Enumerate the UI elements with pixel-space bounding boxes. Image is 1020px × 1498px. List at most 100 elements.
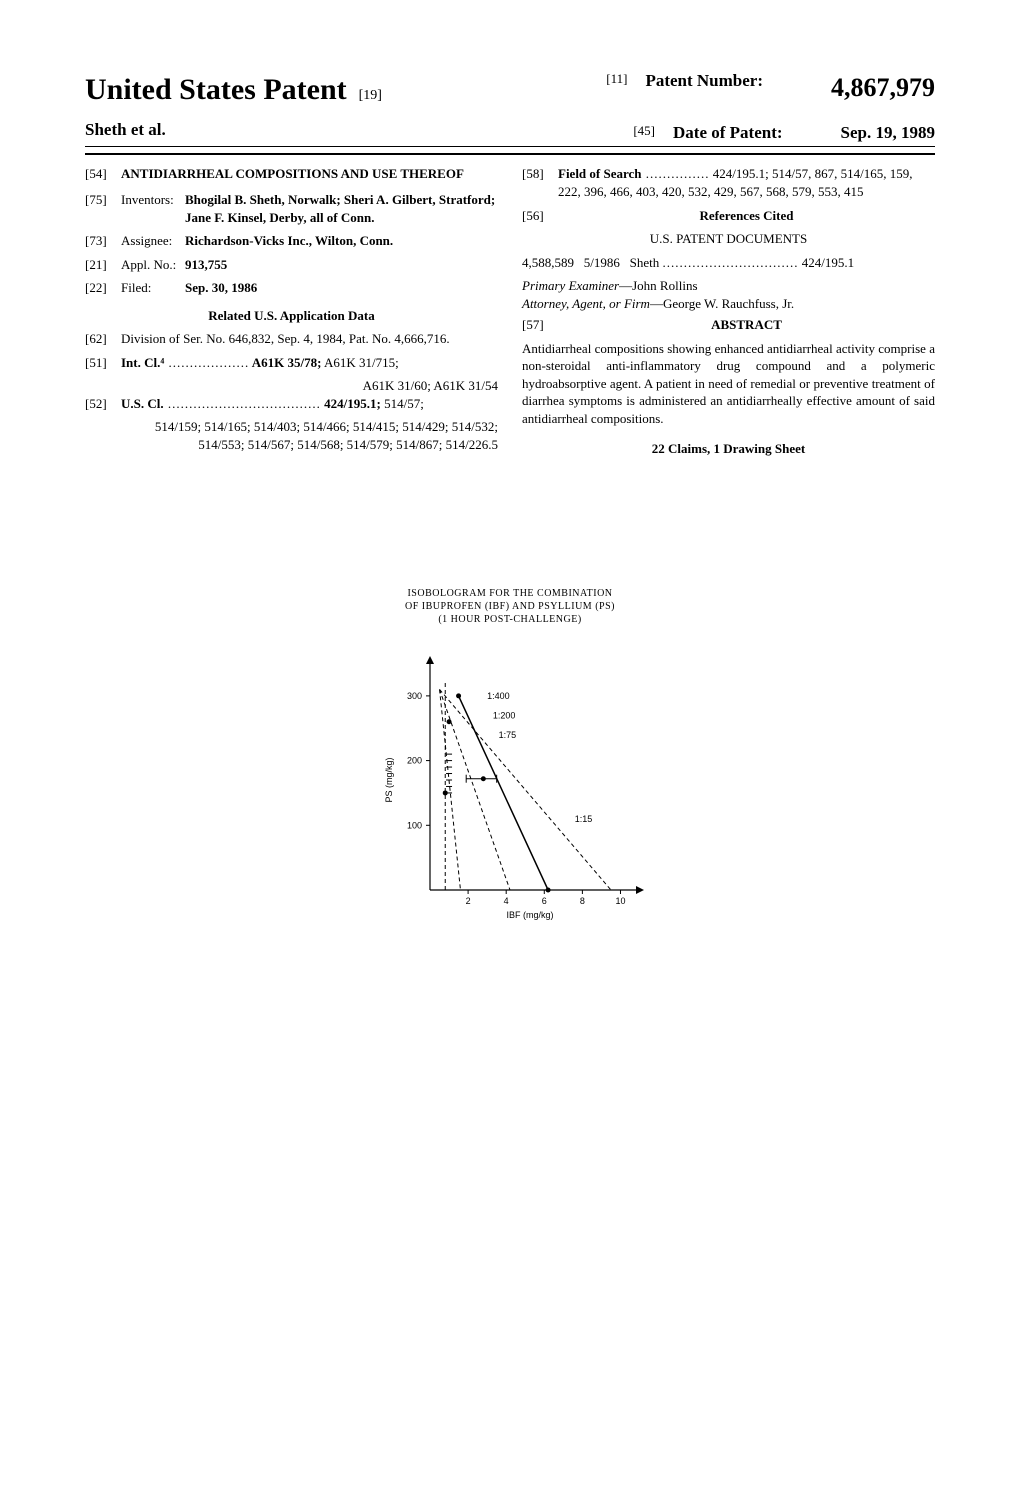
code-58: [58]: [522, 165, 558, 200]
assignee-text: Richardson-Vicks Inc., Wilton, Conn.: [185, 233, 393, 248]
claims-line: 22 Claims, 1 Drawing Sheet: [522, 440, 935, 458]
line2-52: 514/159; 514/165; 514/403; 514/466; 514/…: [121, 418, 498, 453]
svg-text:1:75: 1:75: [499, 730, 517, 740]
code-45: [45]: [633, 122, 655, 145]
patent-number-row: [11] Patent Number: 4,867,979: [606, 70, 935, 105]
code-21: [21]: [85, 256, 121, 274]
chart-title: ISOBOLOGRAM FOR THE COMBINATION OF IBUPR…: [370, 587, 650, 626]
examiner-line: Primary Examiner—John Rollins: [522, 277, 935, 295]
title-54: ANTIDIARRHEAL COMPOSITIONS AND USE THERE…: [121, 165, 464, 183]
label-75: Inventors:: [121, 191, 185, 226]
examiner-name: —John Rollins: [619, 278, 697, 293]
refs-subheading: U.S. PATENT DOCUMENTS: [522, 230, 935, 248]
related-heading: Related U.S. Application Data: [85, 307, 498, 325]
authors-row: Sheth et al. [45] Date of Patent: Sep. 1…: [85, 119, 935, 145]
code-22: [22]: [85, 279, 121, 297]
header-code-19: [19]: [359, 87, 382, 106]
svg-text:2: 2: [466, 896, 471, 906]
dots-52: ....................................: [164, 396, 321, 411]
abstract-heading: ABSTRACT: [711, 317, 782, 332]
ref-num: 4,588,589: [522, 255, 574, 270]
content-58: Field of Search ............... 424/195.…: [558, 165, 935, 200]
inventors-text: Bhogilal B. Sheth, Norwalk; Sheri A. Gil…: [185, 192, 495, 225]
chart-title-3: (1 HOUR POST-CHALLENGE): [438, 614, 581, 625]
patent-header: United States Patent [19] [11] Patent Nu…: [85, 70, 935, 111]
content-73: Richardson-Vicks Inc., Wilton, Conn.: [185, 232, 393, 250]
svg-text:IBF (mg/kg): IBF (mg/kg): [506, 910, 553, 920]
svg-text:1:400: 1:400: [487, 691, 510, 701]
date-value: Sep. 19, 1989: [841, 122, 935, 145]
field-56: [56] References Cited: [522, 207, 935, 225]
left-column: [54] ANTIDIARRHEAL COMPOSITIONS AND USE …: [85, 165, 498, 457]
field-62: [62] Division of Ser. No. 646,832, Sep. …: [85, 330, 498, 348]
right-column: [58] Field of Search ............... 424…: [522, 165, 935, 457]
code-73: [73]: [85, 232, 121, 250]
label-22: Filed:: [121, 279, 185, 297]
svg-text:1:15: 1:15: [575, 814, 593, 824]
svg-text:8: 8: [580, 896, 585, 906]
patent-number: 4,867,979: [831, 70, 935, 105]
svg-text:4: 4: [504, 896, 509, 906]
attorney-name: —George W. Rauchfuss, Jr.: [650, 296, 794, 311]
svg-text:PS (mg/kg): PS (mg/kg): [384, 758, 394, 803]
field-54: [54] ANTIDIARRHEAL COMPOSITIONS AND USE …: [85, 165, 498, 183]
ref-dots: ................................: [663, 255, 799, 270]
svg-text:6: 6: [542, 896, 547, 906]
field-22: [22] Filed: Sep. 30, 1986: [85, 279, 498, 297]
content-21: 913,755: [185, 256, 227, 274]
bold-52: 424/195.1;: [321, 396, 381, 411]
code-62: [62]: [85, 330, 121, 348]
svg-text:1:200: 1:200: [493, 711, 516, 721]
line2-51: A61K 31/60; A61K 31/54: [85, 377, 498, 395]
content-51: Int. Cl.⁴ ................... A61K 35/78…: [121, 354, 399, 372]
attorney-label: Attorney, Agent, or Firm: [522, 296, 650, 311]
refs-heading: References Cited: [700, 208, 794, 223]
chart-block: ISOBOLOGRAM FOR THE COMBINATION OF IBUPR…: [370, 587, 650, 930]
chart-title-1: ISOBOLOGRAM FOR THE COMBINATION: [407, 588, 612, 599]
filed-text: Sep. 30, 1986: [185, 280, 257, 295]
code-11: [11]: [606, 70, 627, 105]
main-title: United States Patent: [85, 70, 347, 111]
isobologram-chart: 100 200 300 2 4 6 8 10 IBF (mg/kg) PS (mg/kg) 1:40…: [370, 640, 650, 930]
content-75: Bhogilal B. Sheth, Norwalk; Sheri A. Gil…: [185, 191, 498, 226]
columns: [54] ANTIDIARRHEAL COMPOSITIONS AND USE …: [85, 165, 935, 457]
dots-51: ...................: [164, 355, 249, 370]
svg-text:200: 200: [407, 756, 422, 766]
attorney-line: Attorney, Agent, or Firm—George W. Rauch…: [522, 295, 935, 313]
bold-51: A61K 35/78;: [249, 355, 321, 370]
label-52: U.S. Cl.: [121, 396, 164, 411]
ref-class: 424/195.1: [802, 255, 854, 270]
code-56: [56]: [522, 207, 558, 225]
chart-container: ISOBOLOGRAM FOR THE COMBINATION OF IBUPR…: [85, 587, 935, 930]
field-75: [75] Inventors: Bhogilal B. Sheth, Norwa…: [85, 191, 498, 226]
ref-name: Sheth: [630, 255, 660, 270]
content-52: U.S. Cl. ...............................…: [121, 395, 424, 413]
label-21: Appl. No.:: [121, 256, 185, 274]
header-right: [11] Patent Number: 4,867,979: [606, 70, 935, 109]
ref-row: 4,588,589 5/1986 Sheth .................…: [522, 254, 935, 272]
date-row: [45] Date of Patent: Sep. 19, 1989: [633, 122, 935, 145]
authors: Sheth et al.: [85, 119, 166, 142]
svg-text:100: 100: [407, 820, 422, 830]
date-label: Date of Patent:: [673, 122, 783, 145]
applno-text: 913,755: [185, 257, 227, 272]
patent-number-label: Patent Number:: [645, 70, 763, 105]
abstract-text: Antidiarrheal compositions showing enhan…: [522, 340, 935, 428]
rest-51: A61K 31/715;: [322, 355, 399, 370]
chart-title-2: OF IBUPROFEN (IBF) AND PSYLLIUM (PS): [405, 601, 615, 612]
code-75: [75]: [85, 191, 121, 226]
ref-left: 4,588,589 5/1986 Sheth .................…: [522, 254, 854, 272]
label-73: Assignee:: [121, 232, 185, 250]
label-58: Field of Search: [558, 166, 642, 181]
field-21: [21] Appl. No.: 913,755: [85, 256, 498, 274]
field-57: [57] ABSTRACT: [522, 316, 935, 334]
svg-text:300: 300: [407, 691, 422, 701]
dots-58: ...............: [642, 166, 710, 181]
code-54: [54]: [85, 165, 121, 183]
code-52: [52]: [85, 395, 121, 413]
header-left: United States Patent [19]: [85, 70, 382, 111]
ref-date: 5/1986: [584, 255, 620, 270]
field-73: [73] Assignee: Richardson-Vicks Inc., Wi…: [85, 232, 498, 250]
rest-52: 514/57;: [381, 396, 424, 411]
svg-text:10: 10: [615, 896, 625, 906]
